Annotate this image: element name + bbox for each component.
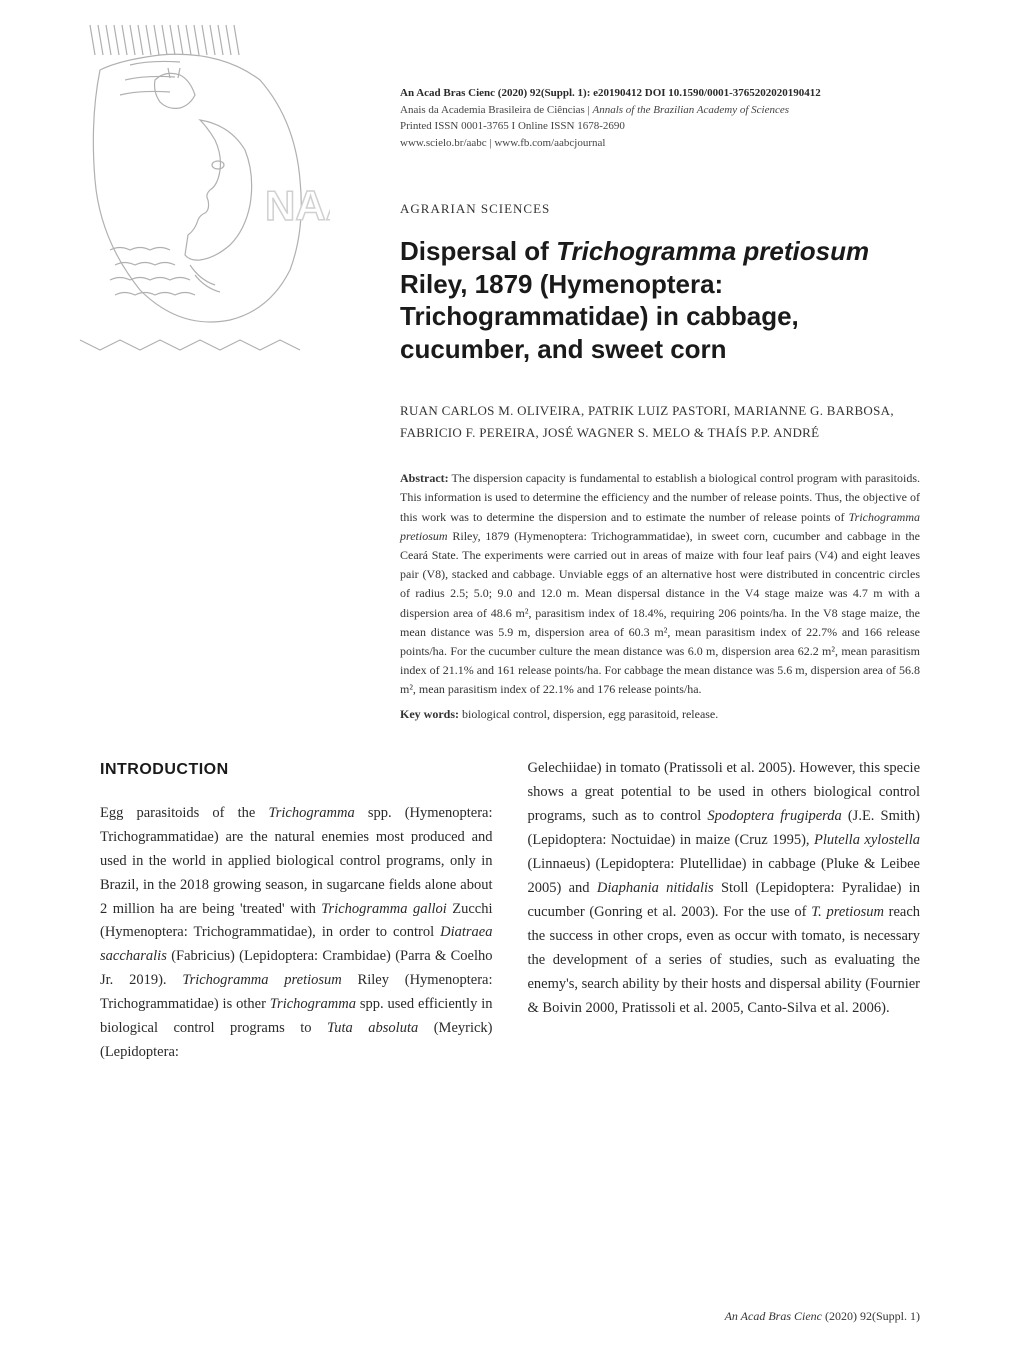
title-post: Riley, 1879 (Hymenoptera: Trichogrammati… [400,269,799,364]
journal-logo: NAA [60,20,330,360]
keywords-label: Key words: [400,707,459,721]
keywords-text: biological control, dispersion, egg para… [459,707,718,721]
journal-line: Anais da Academia Brasileira de Ciências… [400,102,920,119]
footer-italic: An Acad Bras Cienc [725,1309,822,1323]
journal-name-pt: Anais da Academia Brasileira de Ciências [400,104,585,116]
journal-name-en: Annals of the Brazilian Academy of Scien… [593,104,790,116]
abstract-text-1: The dispersion capacity is fundamental t… [400,471,920,523]
article-title: Dispersal of Trichogramma pretiosum Rile… [400,235,920,365]
authors-list: RUAN CARLOS M. OLIVEIRA, PATRIK LUIZ PAS… [400,400,920,444]
logo-svg: NAA [60,20,330,360]
issn-line: Printed ISSN 0001-3765 I Online ISSN 167… [400,118,920,135]
header-meta: An Acad Bras Cienc (2020) 92(Suppl. 1): … [400,85,920,151]
footer-normal: (2020) 92(Suppl. 1) [822,1309,920,1323]
intro-paragraph-left: Egg parasitoids of the Trichogramma spp.… [100,802,493,1065]
keywords-block: Key words: biological control, dispersio… [400,707,920,722]
body-column-left: INTRODUCTION Egg parasitoids of the Tric… [100,757,493,1065]
title-species: Trichogramma pretiosum [556,236,869,266]
abstract-text-2: Riley, 1879 (Hymenoptera: Trichogrammati… [400,529,920,697]
section-tag: AGRARIAN SCIENCES [400,201,920,217]
abstract-block: Abstract: The dispersion capacity is fun… [400,469,920,699]
footer-citation: An Acad Bras Cienc (2020) 92(Suppl. 1) [725,1309,920,1324]
url-line: www.scielo.br/aabc | www.fb.com/aabcjour… [400,135,920,152]
abstract-label: Abstract: [400,471,449,485]
title-pre: Dispersal of [400,236,556,266]
intro-paragraph-right: Gelechiidae) in tomato (Pratissoli et al… [528,757,921,1020]
body-section: INTRODUCTION Egg parasitoids of the Tric… [100,757,920,1065]
body-column-right: Gelechiidae) in tomato (Pratissoli et al… [528,757,921,1065]
logo-watermark: NAA [265,182,330,229]
introduction-heading: INTRODUCTION [100,757,493,783]
citation-line: An Acad Bras Cienc (2020) 92(Suppl. 1): … [400,85,920,102]
